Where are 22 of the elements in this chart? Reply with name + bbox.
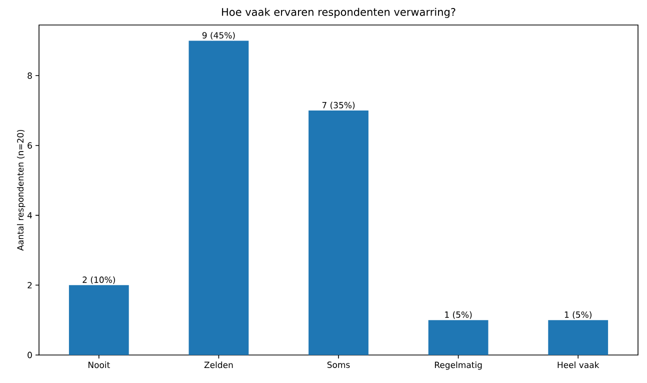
- y-tick-label: 4: [27, 212, 32, 218]
- x-tick-label: Regelmatig: [434, 362, 482, 370]
- y-tick-label: 6: [28, 142, 32, 149]
- bar: [68, 285, 129, 355]
- bar: [308, 110, 368, 355]
- data-label: 2 (10%): [82, 276, 115, 284]
- data-label: 7 (35%): [322, 102, 355, 110]
- x-tick-label: Soms: [327, 362, 350, 368]
- y-tick-label: 0: [28, 352, 32, 358]
- data-label: 1 (5%): [445, 311, 472, 319]
- x-tick-label: Heel vaak: [558, 362, 600, 368]
- bar: [428, 320, 488, 355]
- chart-title: Hoe vaak ervaren respondenten verwarring?: [222, 8, 456, 18]
- y-axis-title: Aantal respondenten (n=20): [16, 130, 26, 251]
- data-label: 1 (5%): [564, 311, 592, 319]
- x-tick-label: Nooit: [88, 362, 110, 368]
- y-tick-label: 2: [28, 282, 32, 288]
- bar: [188, 40, 249, 355]
- x-tick-label: Zelden: [204, 362, 233, 368]
- bar: [548, 320, 608, 355]
- y-tick-label: 8: [28, 72, 32, 79]
- data-label: 9 (45%): [202, 32, 235, 40]
